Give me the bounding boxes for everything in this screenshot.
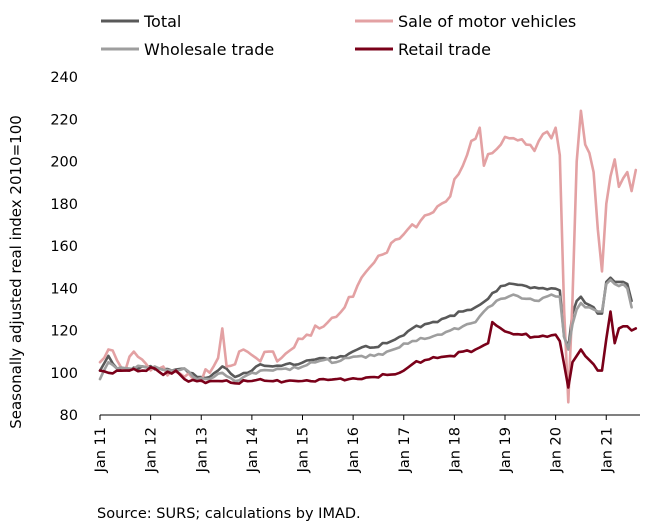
x-tick-label: Jan 17 bbox=[397, 427, 413, 473]
legend-item: Wholesale trade bbox=[101, 40, 274, 59]
x-tick-label: Jan 20 bbox=[549, 427, 565, 473]
x-tick-label: Jan 19 bbox=[498, 427, 514, 473]
x-tick-label: Jan 11 bbox=[93, 427, 109, 473]
legend-label: Total bbox=[143, 12, 181, 31]
legend-label: Sale of motor vehicles bbox=[398, 12, 576, 31]
x-axis: Jan 11 Jan 12 Jan 13 Jan 14 Jan 15 Jan 16 Jan … bbox=[93, 414, 640, 473]
source-note: Source: SURS; calculations by IMAD. bbox=[97, 506, 361, 522]
series-lines bbox=[98, 109, 638, 404]
x-tick-label: Jan 13 bbox=[194, 427, 210, 473]
legend-label: Retail trade bbox=[398, 40, 491, 59]
legend-item: Total bbox=[101, 12, 181, 31]
series-line-wholesale-trade bbox=[98, 278, 633, 383]
y-axis-ticks: 80 100 120 140 160 180 200 220 240 bbox=[50, 70, 78, 424]
x-tick-label: Jan 21 bbox=[599, 427, 615, 473]
x-tick-label: Jan 16 bbox=[346, 427, 362, 473]
y-tick-label: 200 bbox=[50, 155, 78, 171]
x-tick-label: Jan 15 bbox=[296, 427, 312, 473]
y-axis-title: Seasonally adjusted real index 2010=100 bbox=[7, 115, 25, 429]
legend-item: Sale of motor vehicles bbox=[355, 12, 576, 31]
series-line-total bbox=[98, 276, 633, 380]
legend: Total Sale of motor vehicles Wholesale tra… bbox=[101, 12, 576, 59]
y-tick-label: 140 bbox=[50, 281, 78, 297]
x-tick-label: Jan 18 bbox=[447, 427, 463, 473]
y-tick-label: 100 bbox=[50, 366, 78, 382]
x-tick-label: Jan 12 bbox=[144, 427, 160, 473]
x-tick-label: Jan 14 bbox=[245, 427, 261, 473]
series-line-retail-trade bbox=[98, 310, 638, 389]
y-tick-label: 120 bbox=[50, 324, 78, 340]
y-tick-label: 180 bbox=[50, 197, 78, 213]
legend-label: Wholesale trade bbox=[144, 40, 274, 59]
series-line-sale-of-motor-vehicles bbox=[98, 109, 638, 404]
y-tick-label: 80 bbox=[60, 408, 78, 424]
y-tick-label: 220 bbox=[50, 112, 78, 128]
y-tick-label: 160 bbox=[50, 239, 78, 255]
y-tick-label: 240 bbox=[50, 70, 78, 86]
legend-item: Retail trade bbox=[355, 40, 491, 59]
